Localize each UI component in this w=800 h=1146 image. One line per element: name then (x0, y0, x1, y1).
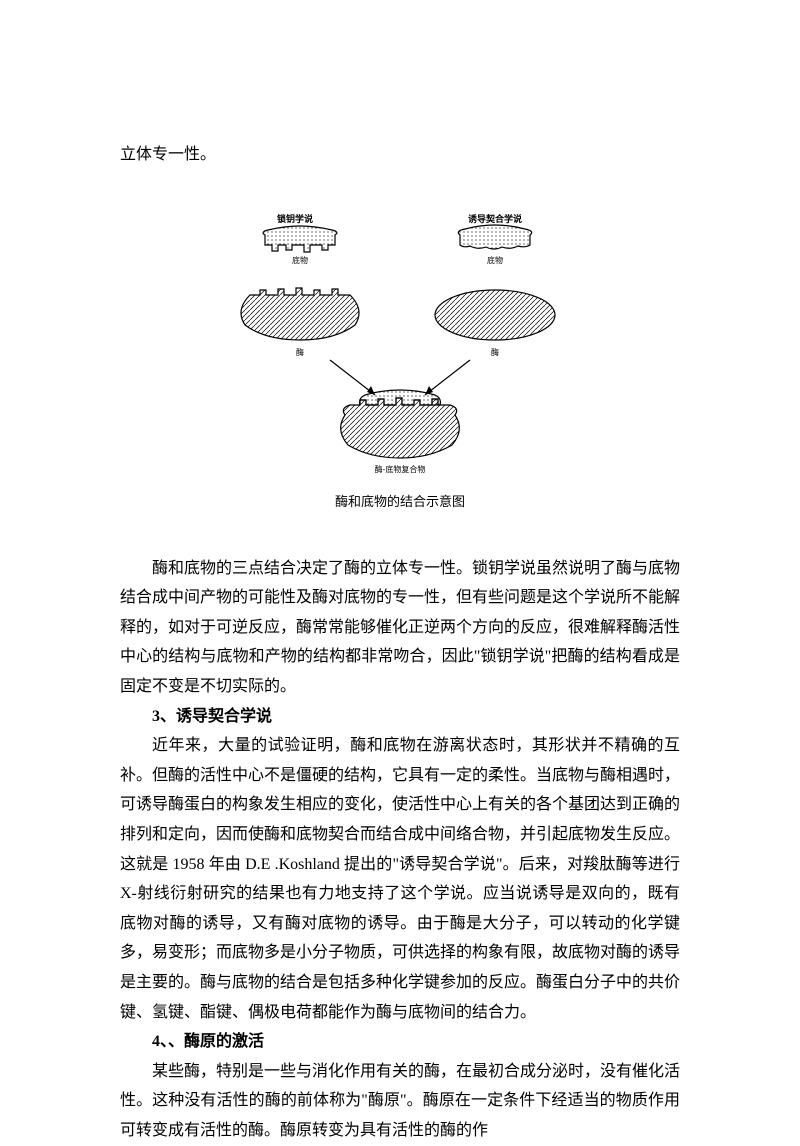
complex (341, 390, 460, 458)
heading-4: 4、、酶原的激活 (120, 1027, 680, 1057)
label-lock-key: 锁钥学说 (277, 213, 313, 224)
paragraph-1: 酶和底物的三点结合决定了酶的立体专一性。锁钥学说虽然说明了酶与底物结合成中间产物… (120, 554, 680, 702)
paragraph-3: 某些酶，特别是一些与消化作用有关的酶，在最初合成分泌时，没有催化活性。这种没有活… (120, 1057, 680, 1146)
substrate-left (263, 226, 337, 252)
label-induced-fit: 诱导契合学说 (468, 213, 522, 224)
arrow-right (425, 360, 470, 395)
heading-3: 3、诱导契合学说 (120, 702, 680, 732)
enzyme-left (241, 288, 359, 340)
diagram-container: 锁钥学说 底物 酶 诱导契合学说 底物 酶 酶-底物复合物 (120, 210, 680, 480)
label-enzyme-right: 酶 (491, 347, 499, 357)
label-substrate-left: 底物 (292, 255, 308, 265)
enzyme-diagram: 锁钥学说 底物 酶 诱导契合学说 底物 酶 酶-底物复合物 (210, 210, 590, 480)
arrow-left (330, 360, 375, 395)
substrate-right (458, 225, 531, 249)
paragraph-2: 近年来，大量的试验证明，酶和底物在游离状态时，其形状并不精确的互补。但酶的活性中… (120, 731, 680, 1027)
top-line: 立体专一性。 (120, 140, 680, 170)
enzyme-right (435, 290, 555, 340)
label-enzyme-left: 酶 (296, 347, 304, 357)
label-complex: 酶-底物复合物 (375, 464, 426, 474)
label-substrate-right: 底物 (487, 255, 503, 265)
diagram-caption: 酶和底物的结合示意图 (120, 490, 680, 514)
